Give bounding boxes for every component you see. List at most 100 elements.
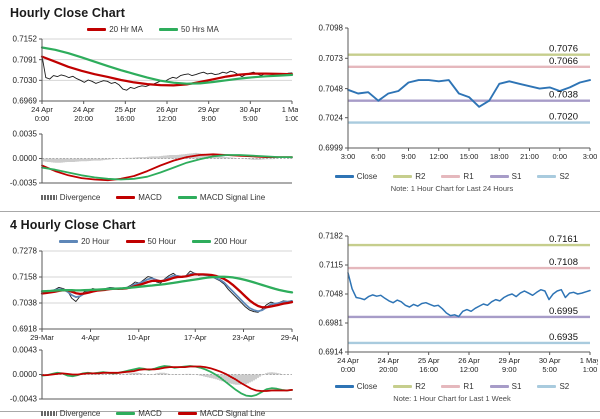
- svg-text:29-Apr: 29-Apr: [281, 333, 298, 342]
- legend-label: R2: [415, 171, 426, 181]
- svg-text:0:00: 0:00: [35, 114, 50, 123]
- svg-text:0.7115: 0.7115: [319, 261, 343, 270]
- legend-item-macd-signal-line: MACD Signal Line: [177, 408, 266, 418]
- svg-text:30 Apr: 30 Apr: [539, 356, 561, 365]
- line-swatch-icon: [87, 27, 107, 31]
- svg-text:21:00: 21:00: [520, 152, 539, 161]
- svg-text:5:00: 5:00: [243, 114, 258, 123]
- line-swatch-icon: [125, 239, 145, 243]
- svg-text:0.6969: 0.6969: [13, 97, 38, 106]
- svg-text:24 Apr: 24 Apr: [31, 105, 53, 114]
- svg-text:16:00: 16:00: [116, 114, 135, 123]
- svg-text:0.6981: 0.6981: [319, 319, 344, 328]
- svg-text:0.7098: 0.7098: [319, 24, 344, 33]
- svg-text:1:00: 1:00: [583, 365, 598, 374]
- legend-item-20-hr-ma: 20 Hr MA: [87, 25, 143, 34]
- svg-text:0.7073: 0.7073: [319, 54, 344, 63]
- svg-text:9:00: 9:00: [201, 114, 216, 123]
- svg-text:0.7030: 0.7030: [13, 76, 38, 85]
- divergence-swatch-icon: [40, 194, 57, 200]
- legend-item-divergence: Divergence: [40, 408, 101, 418]
- pivot-24h-note: Note: 1 Hour Chart for Last 24 Hours: [390, 184, 514, 193]
- svg-text:1:00: 1:00: [285, 114, 298, 123]
- svg-text:18:00: 18:00: [490, 152, 509, 161]
- line-swatch-icon: [334, 384, 354, 388]
- pivot-1week-legend: Close R2 R1 S1 S2: [334, 380, 569, 392]
- legend-item-200-hour: 200 Hour: [192, 237, 247, 246]
- legend-label: MACD: [138, 408, 162, 418]
- hourly-macd-legend: Divergence MACD MACD Signal Line: [6, 191, 300, 203]
- legend-item-r2: R2: [393, 382, 425, 391]
- svg-text:3:00: 3:00: [341, 152, 356, 161]
- svg-text:25 Apr: 25 Apr: [114, 105, 136, 114]
- svg-text:29 Apr: 29 Apr: [498, 356, 520, 365]
- legend-item-s2: S2: [537, 382, 569, 391]
- svg-text:6:00: 6:00: [371, 152, 386, 161]
- legend-item-50-hrs-ma: 50 Hrs MA: [159, 25, 219, 34]
- legend-label: MACD Signal Line: [199, 408, 266, 418]
- svg-text:0.0000: 0.0000: [13, 154, 38, 163]
- hourly-chart-title: Hourly Close Chart: [10, 6, 126, 20]
- legend-label: S2: [559, 171, 570, 181]
- four-hourly-quadrant: 4 Hourly Close Chart 20 Hour 50 Hour 200 H…: [0, 212, 300, 418]
- svg-text:20:00: 20:00: [379, 365, 398, 374]
- legend-label: MACD Signal Line: [199, 192, 266, 202]
- svg-text:17-Apr: 17-Apr: [184, 333, 207, 342]
- svg-text:24 Apr: 24 Apr: [337, 356, 359, 365]
- svg-text:10-Apr: 10-Apr: [127, 333, 150, 342]
- legend-label: S1: [511, 171, 522, 181]
- hourly-section: Hourly Close Chart 20 Hr MA 50 Hrs MA 0.7…: [0, 0, 600, 212]
- svg-text:0.6999: 0.6999: [319, 144, 344, 153]
- svg-text:9:00: 9:00: [502, 365, 517, 374]
- svg-text:4-Apr: 4-Apr: [81, 333, 100, 342]
- four-hourly-macd-legend: Divergence MACD MACD Signal Line: [6, 407, 300, 419]
- svg-text:0.7038: 0.7038: [13, 299, 38, 308]
- svg-text:23-Apr: 23-Apr: [232, 333, 255, 342]
- svg-text:0.6918: 0.6918: [13, 325, 38, 334]
- pivot-1week-note: Note: 1 Hour Chart for Last 1 Week: [393, 394, 511, 403]
- four-hourly-section: 4 Hourly Close Chart 20 Hour 50 Hour 200 H…: [0, 212, 600, 418]
- svg-text:24 Apr: 24 Apr: [377, 356, 399, 365]
- line-swatch-icon: [489, 384, 509, 388]
- legend-label: 20 Hr MA: [109, 24, 143, 34]
- svg-text:0.7066: 0.7066: [549, 56, 578, 67]
- legend-label: 50 Hour: [147, 236, 176, 246]
- hourly-close-quadrant: Hourly Close Chart 20 Hr MA 50 Hrs MA 0.7…: [0, 0, 300, 211]
- legend-label: Close: [356, 381, 378, 391]
- svg-text:0.7024: 0.7024: [319, 113, 344, 122]
- legend-item-r2: R2: [393, 172, 425, 181]
- legend-item-divergence: Divergence: [40, 192, 101, 202]
- svg-text:0.7278: 0.7278: [13, 247, 38, 256]
- legend-label: Divergence: [59, 192, 101, 202]
- legend-label: 50 Hrs MA: [181, 24, 219, 34]
- svg-text:-0.0035: -0.0035: [10, 179, 38, 188]
- legend-item-close: Close: [334, 381, 378, 391]
- legend-label: 200 Hour: [214, 236, 247, 246]
- line-swatch-icon: [177, 411, 197, 415]
- four-hourly-chart-title: 4 Hourly Close Chart: [10, 218, 136, 232]
- hourly-macd-chart: 0.0035 0.0000 -0.0035: [6, 129, 300, 191]
- svg-text:0.6935: 0.6935: [549, 332, 578, 343]
- svg-text:0.7152: 0.7152: [13, 35, 38, 44]
- line-swatch-icon: [116, 411, 136, 415]
- line-swatch-icon: [537, 384, 557, 388]
- line-swatch-icon: [59, 239, 79, 243]
- svg-text:0.7091: 0.7091: [13, 55, 38, 64]
- pivot-24h-legend: Close R2 R1 S1 S2: [334, 170, 570, 182]
- legend-label: Close: [356, 171, 378, 181]
- legend-label: Divergence: [59, 408, 101, 418]
- four-hourly-close-chart: 0.7278 0.7158 0.7038 0.6918 29-Mar 4-Apr 10-Ap…: [6, 247, 300, 345]
- svg-text:0.7182: 0.7182: [319, 232, 344, 241]
- line-swatch-icon: [489, 174, 509, 178]
- legend-label: 20 Hour: [81, 236, 110, 246]
- svg-text:9:00: 9:00: [401, 152, 416, 161]
- svg-text:0.7020: 0.7020: [549, 112, 578, 123]
- hourly-ma-legend: 20 Hr MA 50 Hrs MA: [6, 23, 300, 35]
- svg-text:12:00: 12:00: [460, 365, 479, 374]
- line-swatch-icon: [177, 195, 197, 199]
- svg-text:26 Apr: 26 Apr: [458, 356, 480, 365]
- line-swatch-icon: [159, 27, 178, 31]
- svg-text:0.7076: 0.7076: [549, 44, 578, 55]
- svg-text:1 May: 1 May: [282, 105, 298, 114]
- svg-text:30 Apr: 30 Apr: [239, 105, 261, 114]
